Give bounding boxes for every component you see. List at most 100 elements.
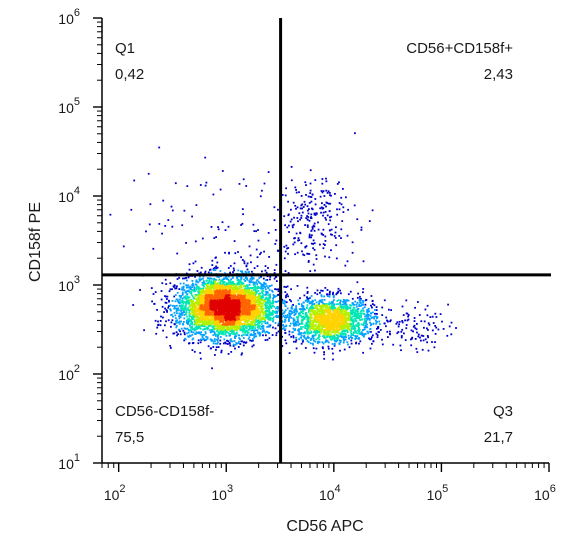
event-dot [230, 332, 232, 335]
event-dot [290, 336, 293, 338]
event-dot [253, 310, 255, 313]
event-dot [310, 301, 313, 304]
event-dot [369, 347, 372, 350]
event-dot [207, 289, 210, 291]
event-dot [337, 334, 339, 337]
event-dot [354, 312, 357, 315]
event-dot [277, 290, 280, 293]
event-dot [213, 282, 216, 285]
event-dot [256, 283, 259, 285]
event-dot [260, 299, 263, 301]
event-dot [262, 299, 264, 302]
event-dot [339, 308, 341, 311]
event-dot [176, 312, 178, 315]
event-dot [376, 334, 379, 336]
event-dot [164, 278, 167, 281]
event-dot [194, 260, 197, 263]
event-dot [192, 314, 195, 316]
event-dot [303, 254, 306, 257]
event-dot [249, 278, 252, 280]
event-dot [237, 319, 240, 322]
event-dot [346, 329, 349, 332]
event-dot [296, 285, 299, 287]
event-dot [153, 303, 156, 305]
event-dot [185, 308, 187, 311]
event-dot [226, 329, 228, 331]
event-dot [338, 202, 341, 204]
event-dot [234, 347, 236, 350]
event-dot [268, 337, 271, 340]
event-dot [195, 322, 198, 325]
event-dot [322, 347, 324, 350]
event-dot [413, 320, 416, 322]
event-dot [191, 327, 193, 330]
event-dot [324, 287, 327, 289]
event-dot [272, 313, 274, 316]
event-dot [312, 239, 315, 242]
event-dot [306, 224, 309, 227]
event-dot [431, 329, 434, 332]
event-dot [205, 317, 208, 320]
event-dot [340, 317, 343, 320]
event-dot [254, 287, 256, 289]
event-dot [355, 337, 358, 340]
event-dot [178, 320, 181, 323]
event-dot [284, 250, 287, 253]
event-dot [450, 321, 453, 324]
event-dot [292, 201, 295, 204]
event-dot [302, 253, 304, 256]
event-dot [302, 306, 305, 309]
event-dot [435, 326, 438, 329]
event-dot [307, 216, 310, 218]
event-dot [355, 330, 357, 333]
event-dot [353, 311, 356, 314]
event-dot [176, 334, 178, 337]
event-dot [339, 312, 342, 315]
event-dot [157, 324, 159, 327]
event-dot [182, 310, 185, 312]
event-dot [254, 316, 257, 319]
event-dot [356, 296, 359, 299]
event-dot [323, 204, 326, 206]
event-dot [204, 184, 207, 187]
event-dot [259, 333, 261, 336]
event-dot [340, 325, 343, 328]
event-dot [423, 320, 426, 323]
event-dot [337, 319, 339, 322]
event-dot [307, 195, 310, 198]
event-dot [268, 309, 271, 311]
event-dot [213, 284, 216, 286]
event-dot [410, 329, 413, 332]
event-dot [200, 305, 203, 307]
event-dot [202, 277, 204, 280]
event-dot [291, 224, 294, 227]
event-dot [251, 323, 254, 325]
event-dot [210, 292, 213, 295]
event-dot [251, 291, 254, 294]
event-dot [240, 286, 243, 289]
event-dot [242, 334, 245, 336]
event-dot [363, 334, 365, 337]
event-dot [188, 311, 191, 314]
event-dot [252, 312, 255, 315]
event-dot [346, 299, 349, 302]
event-dot [199, 357, 202, 360]
event-dot [247, 315, 250, 318]
event-dot [308, 309, 311, 312]
event-dot [320, 310, 323, 313]
event-dot [154, 291, 157, 293]
event-dot [295, 191, 298, 194]
event-dot [349, 328, 351, 331]
event-dot [193, 323, 196, 326]
event-dot [252, 283, 255, 285]
event-dot [255, 290, 258, 293]
event-dot [332, 299, 335, 301]
event-dot [316, 311, 319, 314]
event-dot [273, 305, 275, 308]
event-dot [186, 286, 188, 289]
event-dot [353, 309, 355, 311]
event-dot [431, 315, 434, 318]
event-dot [205, 338, 207, 341]
event-dot [210, 291, 213, 293]
event-dot [203, 318, 205, 321]
